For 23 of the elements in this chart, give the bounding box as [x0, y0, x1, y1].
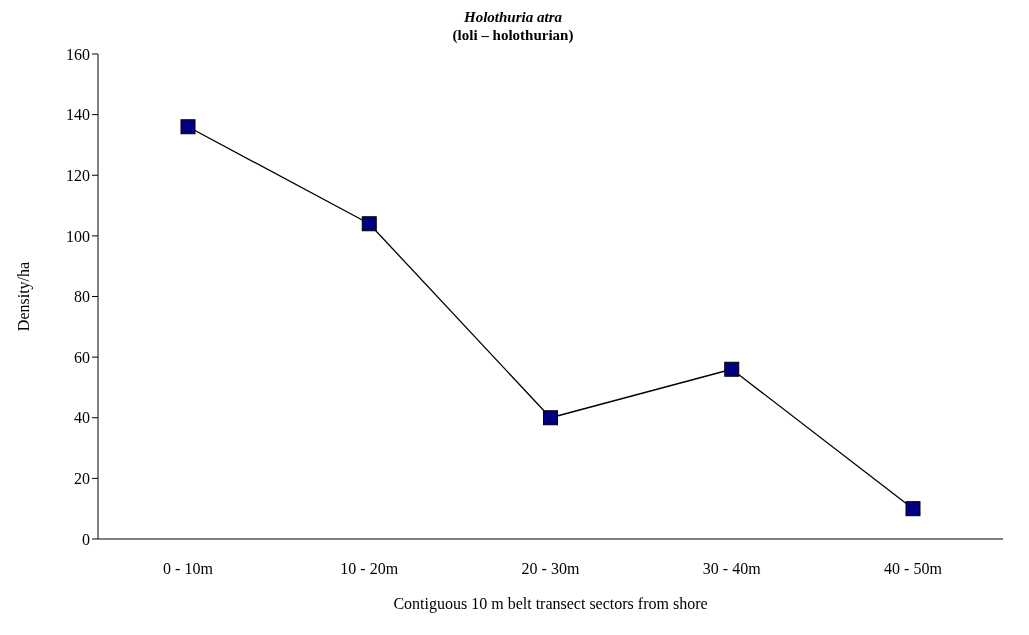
y-tick-label: 140	[66, 106, 90, 124]
x-tick-label: 0 - 10m	[163, 560, 214, 578]
x-tick-label: 10 - 20m	[340, 560, 399, 578]
x-axis-title: Contiguous 10 m belt transect sectors from shore	[393, 595, 708, 613]
point	[361, 216, 377, 232]
chart-title: Holothuria atra	[463, 8, 563, 26]
x-tick-label: 40 - 50m	[884, 560, 943, 578]
point	[180, 119, 196, 135]
x-tick-label: 20 - 30m	[521, 560, 580, 578]
y-tick-label: 160	[66, 45, 90, 63]
y-tick-label: 20	[74, 470, 90, 488]
point	[905, 501, 921, 517]
y-tick-label: 40	[74, 409, 90, 427]
y-tick-label: 100	[66, 227, 90, 245]
y-tick-label: 80	[74, 288, 90, 306]
y-axis-title: Density/ha	[14, 261, 33, 332]
point	[543, 410, 558, 426]
y-tick-label: 60	[74, 348, 90, 366]
x-tick-label: 30 - 40m	[702, 560, 762, 578]
chart-subtitle: (loli – holothurian)	[451, 26, 575, 44]
y-tick-label: 0	[82, 530, 90, 548]
y-tick-label: 120	[66, 166, 90, 184]
point	[724, 361, 740, 377]
